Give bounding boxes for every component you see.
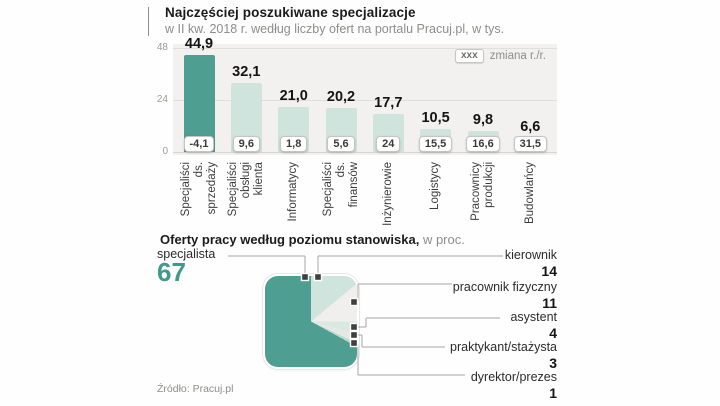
y-axis-tick-24: 24: [156, 94, 168, 105]
category-label-wrap: Specjaliści ds. finansów: [315, 162, 367, 216]
bar-value-label: 44,9: [184, 35, 214, 52]
pie-chart-title-bold: Oferty pracy według poziomu stanowiska,: [160, 232, 420, 247]
change-badge-wrap: 1,8: [262, 136, 326, 152]
bar-change-badge: 1,8: [280, 136, 308, 152]
bar-category-label: Specjaliści obsługi klienta: [226, 162, 265, 217]
pie-value-specjalista: 67: [157, 257, 186, 287]
bar-value-label: 20,2: [326, 89, 356, 106]
pie-slice-label: kierownik: [504, 248, 557, 262]
change-badge-wrap: 31,5: [498, 136, 562, 152]
pie-slice-label: pracownik fizyczny: [452, 280, 557, 294]
change-badge-wrap: 9,6: [214, 136, 278, 152]
pie-slice-value: 1: [549, 385, 557, 401]
bar-value-label: 21,0: [279, 87, 308, 104]
pie-slice-value: 14: [541, 263, 557, 279]
pie-slice-label: asystent: [510, 310, 557, 324]
y-axis-tick-0: 0: [162, 146, 168, 157]
bar-value-label: 9,8: [472, 111, 494, 128]
pie-slice-value: 3: [549, 355, 557, 371]
pie-slice-label: dyrektor/prezes: [470, 370, 557, 384]
change-badge-wrap: 5,6: [309, 136, 373, 152]
source-note: Źródło: Pracuj.pl: [157, 383, 234, 395]
category-label-wrap: Budowlańcy: [504, 162, 556, 224]
pie-label-row: asystent 4: [510, 310, 557, 341]
change-badge-wrap: 15,5: [404, 136, 468, 152]
bar-chart-title: Najczęściej poszukiwane specjalizacje: [165, 5, 416, 20]
gridline-48: [173, 48, 557, 49]
bar-1: [183, 54, 215, 152]
legend: xxx zmiana r./r.: [455, 49, 546, 63]
bar-category-label: Informatycy: [287, 162, 300, 222]
category-label-wrap: Specjaliści obsługi klienta: [220, 162, 272, 216]
legend-change-label: zmiana r./r.: [489, 50, 546, 62]
bar-category-label: Specjaliści ds. sprzedaży: [179, 162, 218, 217]
change-badge-wrap: -4,1: [167, 136, 231, 152]
bar-change-badge: 24: [376, 136, 401, 152]
pie-label-row: pracownik fizyczny 11: [453, 280, 557, 311]
pie-chart-title: Oferty pracy według poziomu stanowiska, …: [160, 232, 465, 247]
gridline-24: [173, 100, 557, 101]
bar-change-badge: 15,5: [418, 136, 453, 152]
bar-category-label: Budowlańcy: [523, 162, 536, 225]
pie-chart: [265, 276, 357, 367]
pie-label-row: dyrektor/prezes 1: [471, 370, 557, 401]
change-badge-wrap: 16,6: [451, 136, 515, 152]
bar-value-label: 10,5: [421, 110, 450, 127]
category-label-wrap: Pracownicy produkcji: [457, 162, 509, 221]
headline-rule: [148, 7, 149, 36]
pie-label-row: praktykant/stażysta 3: [450, 340, 557, 371]
bar-value-label: 32,1: [232, 63, 261, 80]
category-label-wrap: Informatycy: [268, 162, 320, 221]
bar-change-badge: 16,6: [466, 136, 500, 152]
change-badge-wrap: 24: [356, 136, 420, 152]
bar-category-label: Inżynierowie: [381, 162, 394, 226]
y-axis-tick-48: 48: [156, 42, 168, 53]
pie-label-row: kierownik 14: [505, 248, 557, 279]
bar-change-badge: 9,6: [232, 136, 260, 152]
bar-category-label: Logistycy: [429, 162, 442, 210]
category-label-wrap: Specjaliści ds. sprzedaży: [173, 162, 225, 216]
bar-category-label: Pracownicy produkcji: [470, 162, 495, 221]
pie-slice-value: 4: [549, 325, 557, 341]
legend-change-badge: xxx: [455, 49, 484, 63]
bar-value-label: 17,7: [374, 94, 403, 111]
pie-label-specjalista: specjalista: [157, 247, 216, 261]
bar-change-badge: -4,1: [183, 136, 215, 152]
pie-slice-label: praktykant/stażysta: [450, 340, 557, 354]
bar-chart-subtitle: w II kw. 2018 r. według liczby ofert na …: [165, 22, 505, 36]
category-label-wrap: Inżynierowie: [362, 162, 414, 226]
bar-value-label: 6,6: [520, 118, 541, 135]
pie-slice-value: 11: [542, 295, 557, 311]
pie-chart-title-unit: w proc.: [419, 232, 465, 247]
bar-change-badge: 31,5: [513, 136, 547, 152]
gridline-0: [173, 152, 557, 153]
bar-category-label: Specjaliści ds. finansów: [321, 162, 360, 217]
category-label-wrap: Logistycy: [410, 162, 462, 210]
bar-change-badge: 5,6: [327, 136, 355, 152]
